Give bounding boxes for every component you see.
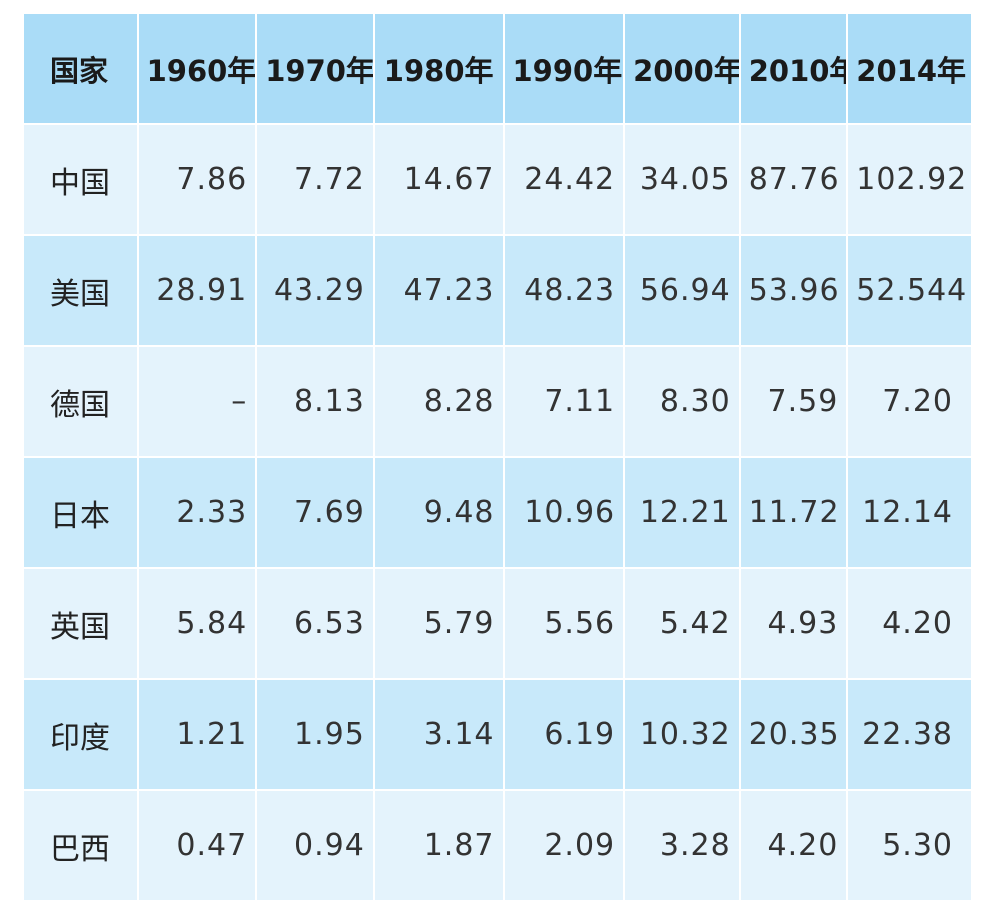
value-cell: 3.14 — [374, 680, 503, 789]
value-cell: 0.94 — [257, 791, 373, 900]
value-cell: 7.20 — [848, 347, 971, 456]
value-cell: 8.28 — [374, 347, 503, 456]
value-cell: 9.48 — [374, 458, 503, 567]
table-body: 中国 7.86 7.72 14.67 24.42 34.05 87.76 102.92 美国 28… — [24, 125, 971, 900]
value-cell: 102.92 — [848, 125, 971, 234]
country-cell: 中国 — [24, 125, 137, 234]
value-cell: 2.33 — [138, 458, 256, 567]
value-cell: 5.84 — [138, 569, 256, 678]
value-cell: 20.35 — [740, 680, 847, 789]
data-table-container: 国家 1960年 1970年 1980年 1990年 2000年 2010年 2… — [24, 14, 975, 902]
table-row: 德国 –8.13 8.28 7.11 8.30 7.59 7.20 — [24, 347, 971, 456]
header-row: 国家 1960年 1970年 1980年 1990年 2000年 2010年 2… — [24, 14, 971, 123]
value-cell: 48.23 — [504, 236, 624, 345]
header-cell-year: 2000年 — [625, 14, 739, 123]
value-cell: 6.53 — [257, 569, 373, 678]
country-cell: 印度 — [24, 680, 137, 789]
country-cell: 德国 — [24, 347, 137, 456]
country-cell: 巴西 — [24, 791, 137, 900]
value-cell: 28.91 — [138, 236, 256, 345]
value-cell: 8.30 — [625, 347, 739, 456]
value-cell: 2.09 — [504, 791, 624, 900]
table-row: 美国 28.91 43.29 47.23 48.23 56.94 53.96 52.544 — [24, 236, 971, 345]
value-cell: 22.38 — [848, 680, 971, 789]
value-cell: 1.87 — [374, 791, 503, 900]
header-cell-country: 国家 — [24, 14, 137, 123]
value-cell: 5.30 — [848, 791, 971, 900]
value-cell: 0.47 — [138, 791, 256, 900]
value-cell: 10.32 — [625, 680, 739, 789]
value-cell: 7.59 — [740, 347, 847, 456]
value-cell: 1.95 — [257, 680, 373, 789]
value-cell: 11.72 — [740, 458, 847, 567]
value-cell: 4.20 — [740, 791, 847, 900]
value-cell: 3.28 — [625, 791, 739, 900]
value-cell: – — [138, 347, 256, 456]
value-cell: 8.13 — [257, 347, 373, 456]
table-row: 日本 2.33 7.69 9.48 10.96 12.21 11.72 12.14 — [24, 458, 971, 567]
value-cell: 47.23 — [374, 236, 503, 345]
value-cell: 56.94 — [625, 236, 739, 345]
value-cell: 52.544 — [848, 236, 971, 345]
value-cell: 7.11 — [504, 347, 624, 456]
header-cell-year: 1980年 — [374, 14, 503, 123]
value-cell: 12.14 — [848, 458, 971, 567]
value-cell: 1.21 — [138, 680, 256, 789]
value-cell: 5.42 — [625, 569, 739, 678]
value-cell: 43.29 — [257, 236, 373, 345]
country-cell: 日本 — [24, 458, 137, 567]
country-cell: 美国 — [24, 236, 137, 345]
value-cell: 7.72 — [257, 125, 373, 234]
table-row: 印度 1.21 1.95 3.14 6.19 10.32 20.35 22.38 — [24, 680, 971, 789]
value-cell: 5.79 — [374, 569, 503, 678]
data-table: 国家 1960年 1970年 1980年 1990年 2000年 2010年 2… — [22, 12, 973, 902]
country-cell: 英国 — [24, 569, 137, 678]
header-cell-year: 2010年 — [740, 14, 847, 123]
value-cell: 53.96 — [740, 236, 847, 345]
header-cell-year: 1960年 — [138, 14, 256, 123]
value-cell: 7.69 — [257, 458, 373, 567]
value-cell: 5.56 — [504, 569, 624, 678]
value-cell: 87.76 — [740, 125, 847, 234]
table-row: 中国 7.86 7.72 14.67 24.42 34.05 87.76 102.92 — [24, 125, 971, 234]
value-cell: 14.67 — [374, 125, 503, 234]
value-cell: 4.93 — [740, 569, 847, 678]
header-cell-year: 2014年 — [848, 14, 971, 123]
value-cell: 12.21 — [625, 458, 739, 567]
table-row: 英国 5.84 6.53 5.79 5.56 5.42 4.93 4.20 — [24, 569, 971, 678]
value-cell: 6.19 — [504, 680, 624, 789]
value-cell: 34.05 — [625, 125, 739, 234]
table-row: 巴西 0.47 0.94 1.87 2.09 3.28 4.20 5.30 — [24, 791, 971, 900]
value-cell: 4.20 — [848, 569, 971, 678]
value-cell: 10.96 — [504, 458, 624, 567]
header-cell-year: 1970年 — [257, 14, 373, 123]
header-cell-year: 1990年 — [504, 14, 624, 123]
value-cell: 24.42 — [504, 125, 624, 234]
value-cell: 7.86 — [138, 125, 256, 234]
